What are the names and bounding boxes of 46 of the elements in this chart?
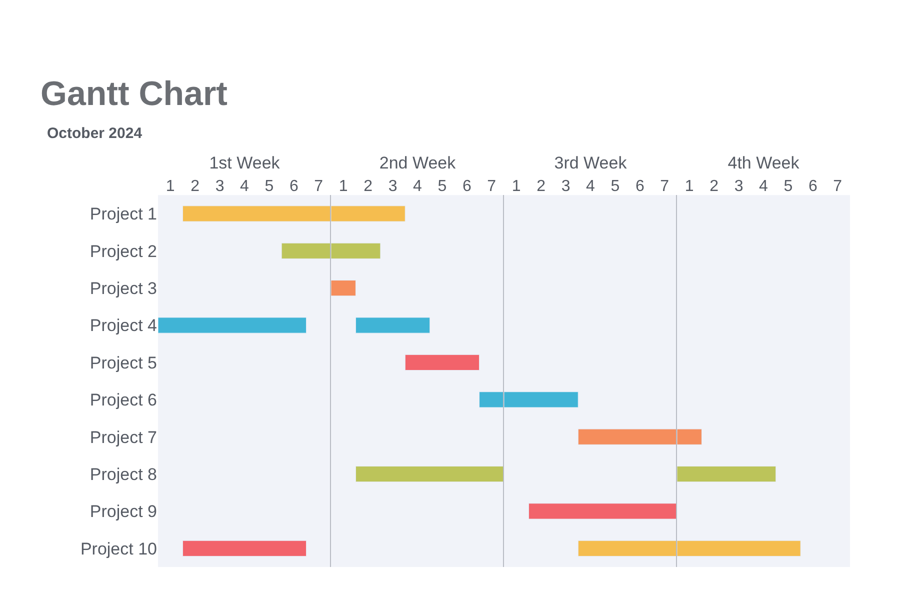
- bar: [355, 317, 430, 334]
- x-tick-label: 2: [536, 178, 546, 195]
- x-tick-label: 4: [759, 178, 768, 195]
- x-tick-label: 5: [264, 178, 274, 195]
- x-tick-label: 7: [487, 178, 496, 195]
- x-tick-label: 7: [660, 178, 670, 195]
- y-tick-label: Project 7: [90, 428, 157, 447]
- x-tick-label: 6: [462, 178, 472, 195]
- x-tick-label: 7: [314, 178, 324, 195]
- y-tick-label: Project 2: [90, 242, 157, 261]
- x-tick-label: 2: [710, 178, 719, 195]
- x2-axis-title: 4th Week: [728, 153, 800, 172]
- x-tick-label: 6: [808, 178, 818, 195]
- y-tick-label: Project 9: [90, 502, 157, 522]
- x-tick-label: 6: [635, 178, 644, 195]
- x-tick-label: 3: [388, 178, 398, 195]
- y-tick-label: Project 6: [90, 390, 157, 410]
- x-tick-label: 4: [586, 178, 596, 195]
- y-tick-label: Project 4: [90, 316, 157, 336]
- x-tick-label: 1: [684, 178, 694, 195]
- x-tick-label: 5: [610, 178, 620, 195]
- x-tick-label: 1: [338, 178, 348, 195]
- bar: [404, 354, 480, 371]
- y-tick-label: Project 1: [90, 204, 157, 224]
- x-tick-label: 1: [512, 178, 521, 195]
- y-tick-label: Project 3: [90, 279, 157, 298]
- y-tick-label: Project 10: [80, 539, 157, 558]
- x-tick-label: 5: [438, 178, 447, 195]
- x-tick-label: 4: [240, 178, 250, 195]
- x2-axis-title: 3rd Week: [554, 153, 628, 172]
- x-tick-label: 3: [561, 178, 570, 195]
- y-tick-label: Project 8: [90, 464, 157, 484]
- y-tick-label: Project 5: [90, 353, 157, 372]
- x-tick-label: 3: [734, 178, 744, 195]
- x-tick-label: 6: [289, 178, 298, 195]
- x-tick-label: 3: [215, 178, 224, 195]
- chart-subtitle: October 2024: [47, 125, 143, 142]
- x2-axis-title: 1st Week: [209, 153, 280, 172]
- x-tick-label: 2: [190, 178, 200, 195]
- x-tick-label: 7: [833, 178, 842, 195]
- x-tick-label: 1: [166, 178, 175, 195]
- x-tick-label: 2: [364, 178, 373, 195]
- chart-title: Gantt Chart: [40, 74, 228, 113]
- x-tick-label: 5: [784, 178, 793, 195]
- x-tick-label: 4: [413, 178, 422, 195]
- x2-axis-title: 2nd Week: [379, 153, 456, 172]
